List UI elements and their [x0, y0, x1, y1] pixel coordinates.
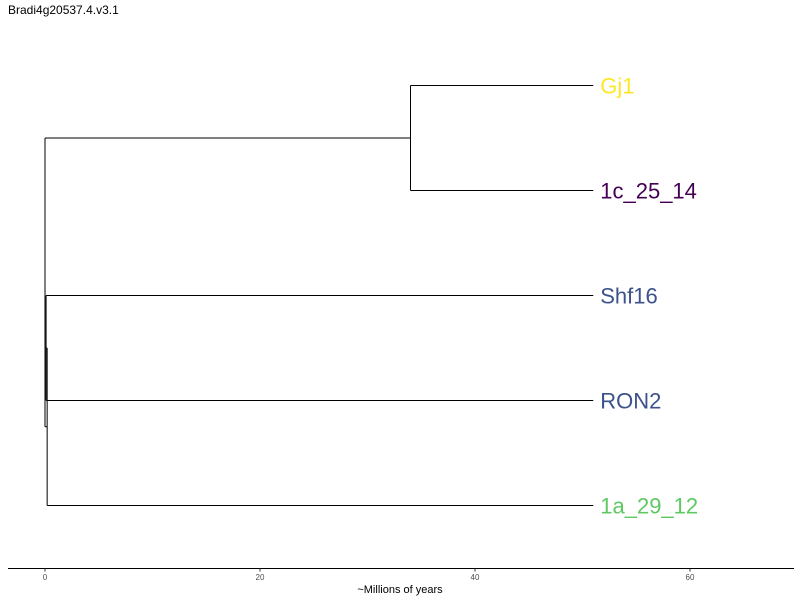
tip-label-1c_25_14: 1c_25_14 [600, 179, 697, 204]
tip-label-RON2: RON2 [600, 389, 661, 414]
chart-title: Bradi4g20537.4.v3.1 [8, 3, 119, 17]
x-tick-label: 20 [256, 573, 265, 582]
x-tick-label: 40 [471, 573, 480, 582]
x-tick-label: 0 [43, 573, 48, 582]
x-axis-ticks: 0 20 40 60 [43, 568, 695, 582]
x-tick-label: 60 [686, 573, 695, 582]
branches [44, 85, 594, 506]
tip-label-Gj1: Gj1 [600, 74, 634, 99]
tip-label-Shf16: Shf16 [600, 284, 658, 309]
tip-labels: Gj1 1c_25_14 Shf16 RON2 1a_29_12 [600, 74, 698, 519]
x-axis-title: ~Millions of years [357, 584, 443, 596]
tip-label-1a_29_12: 1a_29_12 [600, 494, 698, 519]
